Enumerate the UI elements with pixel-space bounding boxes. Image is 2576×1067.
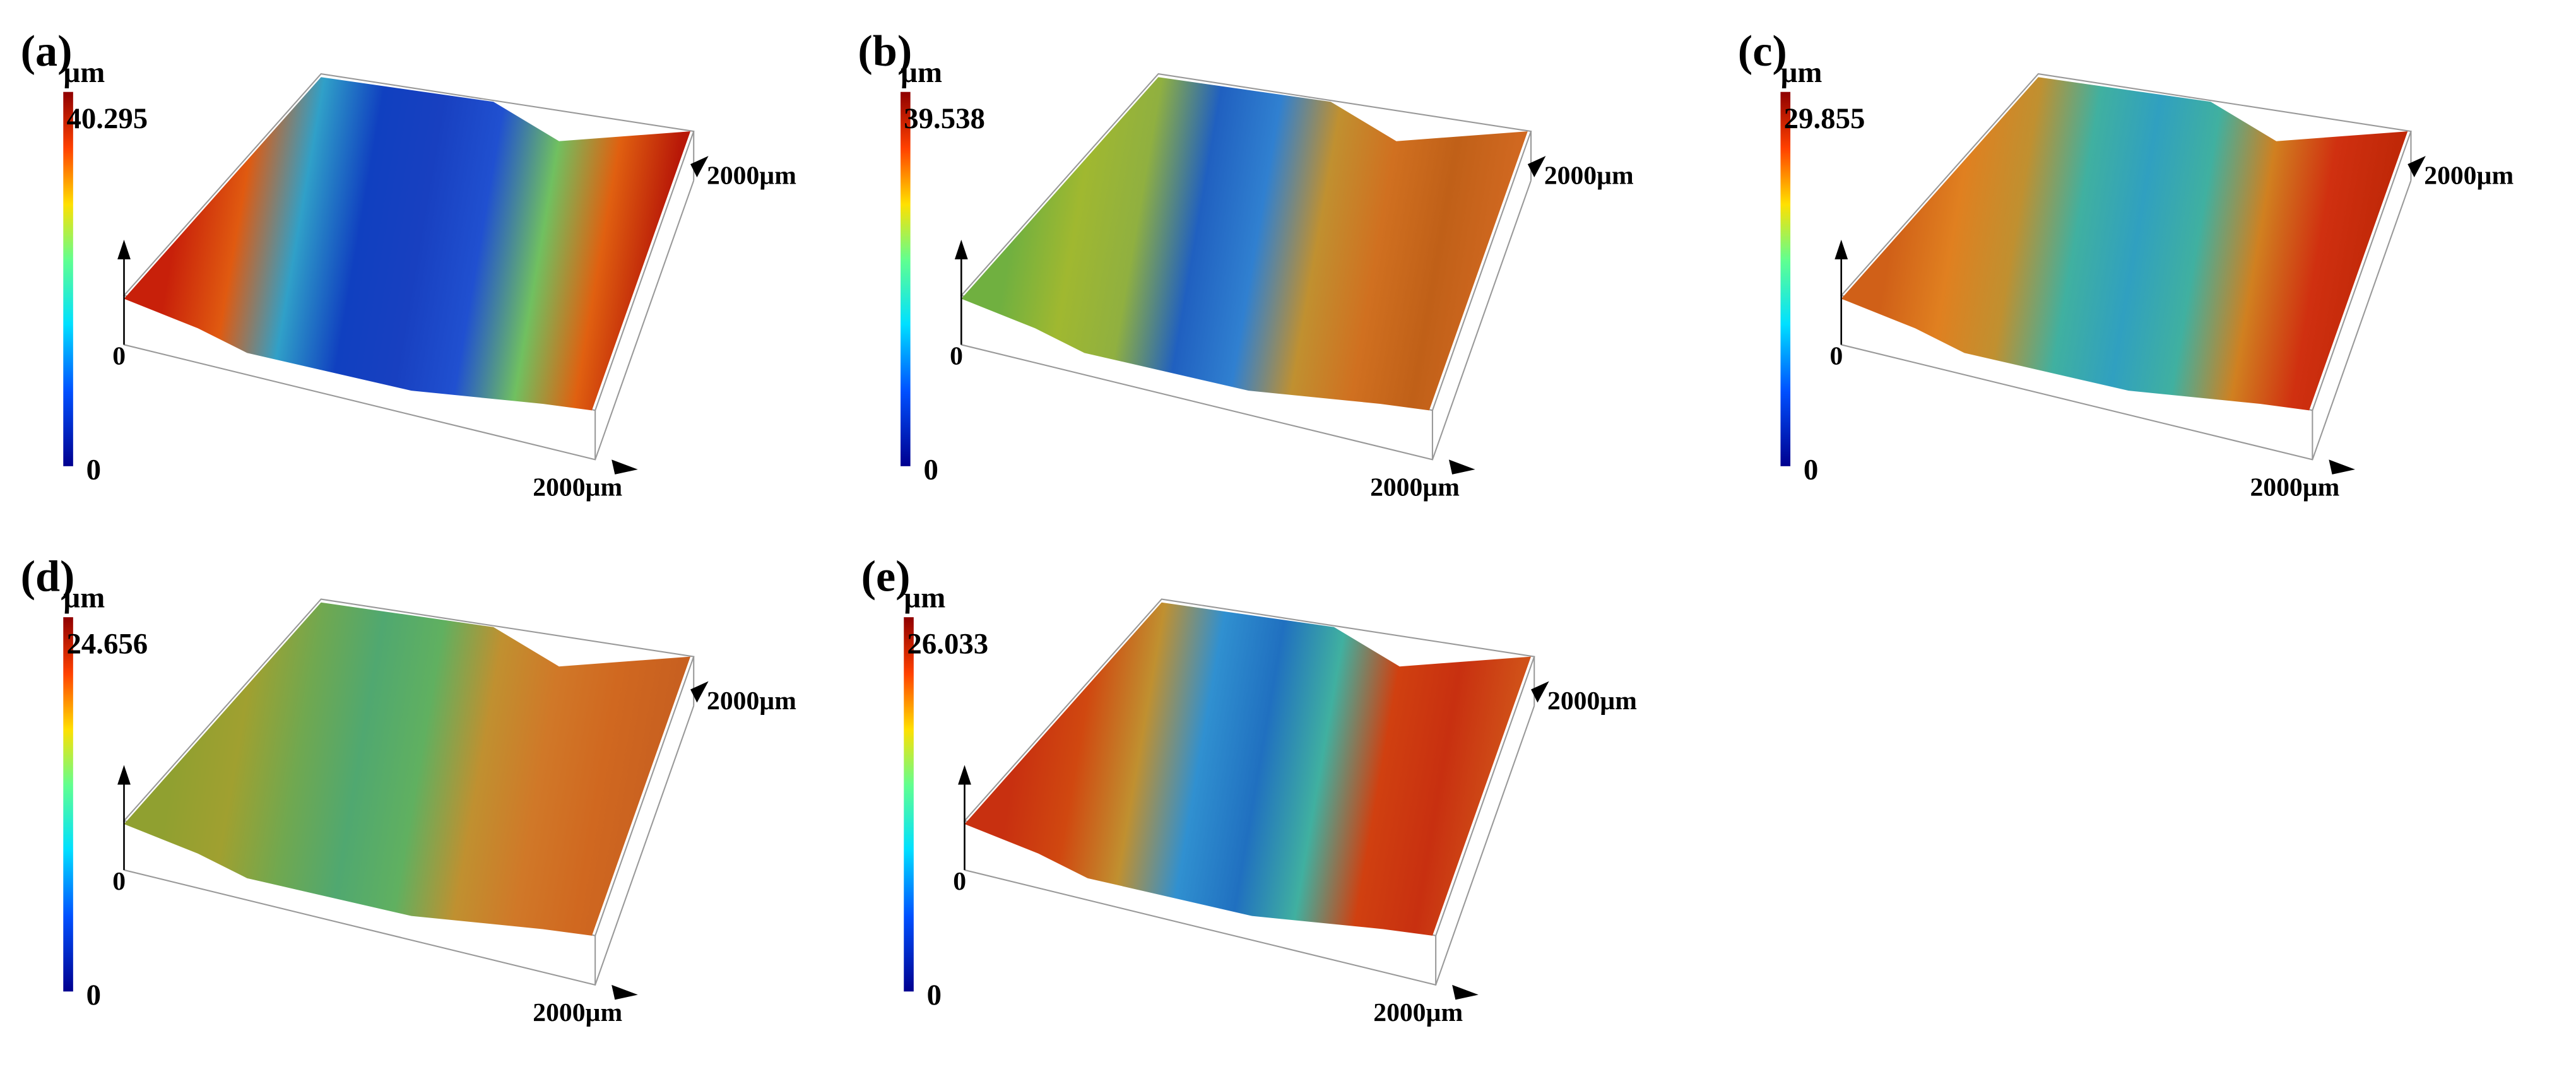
colorbar [63, 617, 73, 992]
z-label: 0 [112, 867, 126, 896]
max-label: 29.855 [1784, 102, 1865, 135]
panel: (a)µm 40.295 0 0 2000µm 2000µm [21, 27, 796, 502]
colorbar [63, 91, 73, 466]
panel: (e)µm 26.033 0 0 2000µm 2000µm [861, 552, 1637, 1028]
y-arrow [1527, 156, 1546, 177]
x-arrow [612, 459, 638, 475]
z-label: 0 [112, 342, 126, 371]
y-arrow [2408, 156, 2426, 177]
z-arrow [117, 239, 131, 260]
z-label: 0 [953, 867, 966, 896]
x-axis-label: 2000µm [1370, 473, 1460, 502]
unit-label: µm [904, 582, 945, 615]
surface [124, 77, 691, 411]
surface [124, 602, 691, 936]
y-axis-label: 2000µm [707, 161, 796, 190]
panel-label: (d) [21, 552, 75, 601]
x-arrow [1448, 459, 1475, 475]
panel: (d)µm 24.656 0 0 2000µm 2000µm [21, 552, 796, 1028]
panel-label: (c) [1738, 27, 1787, 76]
max-label: 24.656 [66, 627, 148, 660]
z-arrow [954, 239, 968, 260]
min-label: 0 [927, 979, 942, 1011]
x-arrow [1452, 984, 1479, 1000]
panel-label: (b) [858, 27, 912, 76]
colorbar [1780, 91, 1791, 466]
x-arrow [2329, 459, 2355, 475]
z-label: 0 [1830, 342, 1843, 371]
y-axis-label: 2000µm [2424, 161, 2514, 190]
z-arrow [1835, 239, 1848, 260]
z-arrow [117, 765, 131, 785]
unit-label: µm [63, 582, 105, 615]
y-axis-label: 2000µm [1544, 161, 1634, 190]
panel: (b)µm 39.538 0 0 2000µm 2000µm [858, 27, 1633, 502]
y-arrow [690, 681, 709, 703]
panel-label: (a) [21, 27, 73, 76]
unit-label: µm [901, 56, 942, 89]
x-axis-label: 2000µm [533, 998, 622, 1027]
max-label: 39.538 [904, 102, 985, 135]
y-axis-label: 2000µm [1547, 687, 1637, 716]
surface [964, 602, 1532, 936]
max-label: 26.033 [907, 627, 988, 660]
x-arrow [612, 984, 638, 1000]
y-arrow [690, 156, 709, 177]
x-axis-label: 2000µm [2250, 473, 2340, 502]
panel: (c)µm 29.855 0 0 2000µm 2000µm [1738, 27, 2514, 502]
colorbar [904, 617, 914, 992]
x-axis-label: 2000µm [1373, 998, 1463, 1027]
surface [961, 77, 1528, 411]
y-arrow [1531, 681, 1549, 703]
unit-label: µm [63, 56, 105, 89]
y-axis-label: 2000µm [707, 687, 796, 716]
colorbar [901, 91, 911, 466]
min-label: 0 [86, 979, 101, 1011]
min-label: 0 [86, 454, 101, 486]
min-label: 0 [1804, 454, 1818, 486]
x-axis-label: 2000µm [533, 473, 622, 502]
unit-label: µm [1780, 56, 1822, 89]
z-arrow [958, 765, 971, 785]
panel-label: (e) [861, 552, 911, 601]
min-label: 0 [923, 454, 938, 486]
z-label: 0 [950, 342, 963, 371]
max-label: 40.295 [66, 102, 148, 135]
surface [1841, 77, 2408, 411]
